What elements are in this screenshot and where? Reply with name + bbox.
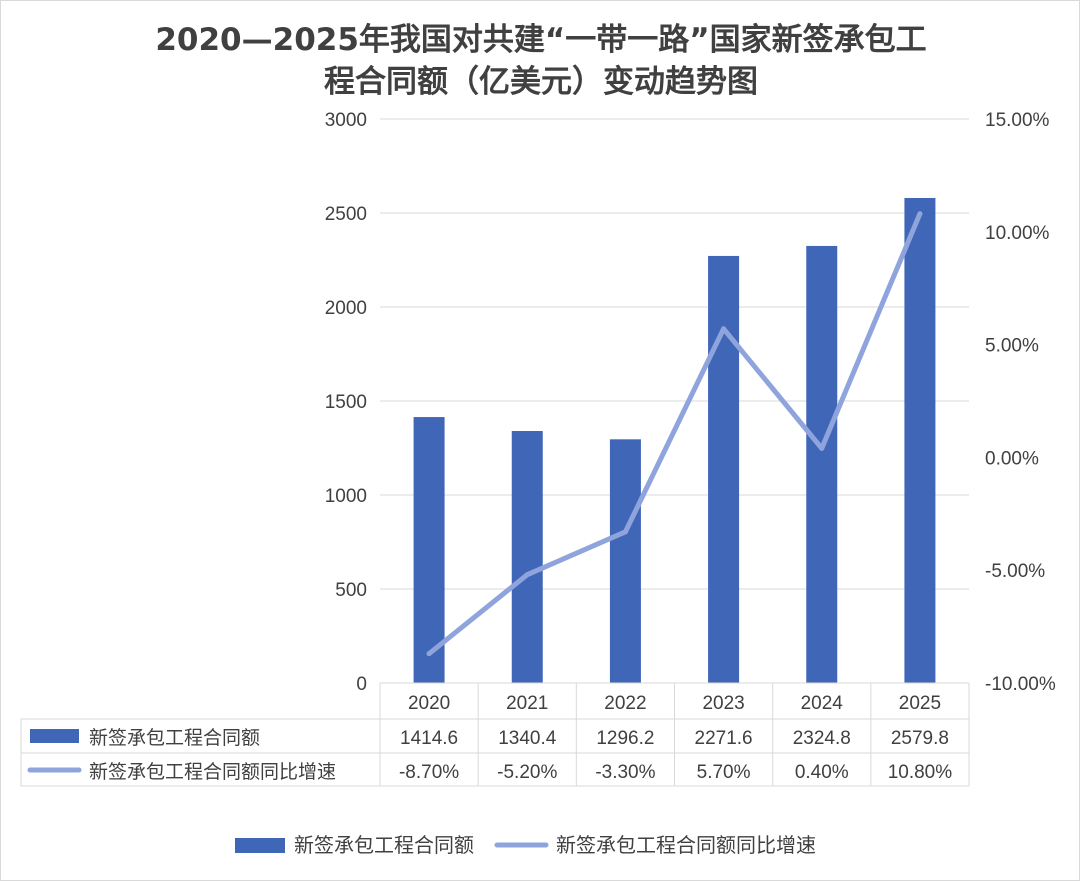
x-tick-label: 2024 (801, 693, 844, 714)
data-label: 10.80% (888, 762, 953, 783)
chart-title: 2020—2025年我国对共建“一带一路”国家新签承包工 程合同额（亿美元）变动… (61, 19, 1021, 103)
table-row-label: 新签承包工程合同额 (89, 727, 260, 749)
x-tick-label: 2020 (408, 693, 450, 714)
bar (806, 245, 838, 683)
table-row-label: 新签承包工程合同额同比增速 (89, 761, 336, 783)
data-label: 2324.8 (793, 728, 851, 749)
y-right-tick-label: 0.00% (985, 448, 1039, 469)
line-point (622, 529, 628, 535)
chart-title-line-1: 2020—2025年我国对共建“一带一路”国家新签承包工 (155, 22, 927, 58)
data-label: 5.70% (697, 762, 751, 783)
data-label: -3.30% (595, 762, 655, 783)
y-left-tick-label: 2000 (325, 298, 367, 319)
y-left-tick-label: 1000 (325, 486, 367, 507)
x-tick-label: 2025 (899, 693, 941, 714)
y-right-tick-label: 5.00% (985, 336, 1039, 357)
y-left-tick-label: 3000 (325, 110, 367, 131)
y-right-tick-label: -10.00% (985, 674, 1056, 695)
line-point (721, 326, 727, 332)
data-label: -8.70% (399, 762, 459, 783)
y-right-tick-label: 10.00% (985, 223, 1050, 244)
data-label: 0.40% (795, 762, 849, 783)
line-series (426, 211, 923, 657)
chart-title-line-2: 程合同额（亿美元）变动趋势图 (324, 64, 758, 100)
legend-label: 新签承包工程合同额同比增速 (556, 834, 816, 857)
data-label: 1414.6 (400, 728, 458, 749)
bar (609, 439, 641, 683)
bar (708, 255, 740, 683)
y-right-tick-label: 15.00% (985, 110, 1050, 131)
data-label: 1296.2 (596, 728, 654, 749)
x-tick-label: 2021 (506, 693, 548, 714)
bar (413, 417, 445, 683)
y-left-tick-label: 0 (356, 674, 367, 695)
y-left-tick-label: 500 (335, 580, 367, 601)
line-point (819, 445, 825, 451)
data-label: -5.20% (497, 762, 557, 783)
y-right-tick-label: -5.00% (985, 561, 1045, 582)
x-tick-label: 2022 (604, 693, 646, 714)
line-point (426, 651, 432, 657)
data-label: 2271.6 (695, 728, 753, 749)
line-point (917, 211, 923, 217)
x-tick-label: 2023 (702, 693, 744, 714)
legend-key-bar (235, 838, 285, 853)
bar (511, 431, 543, 683)
y-left-tick-label: 1500 (325, 392, 367, 413)
line-point (524, 572, 530, 578)
bar (904, 197, 936, 683)
data-label: 1340.4 (498, 728, 557, 749)
data-label: 2579.8 (891, 728, 949, 749)
legend-label: 新签承包工程合同额 (294, 834, 474, 857)
y-left-tick-label: 2500 (325, 204, 367, 225)
table-legend-key-bar (30, 729, 79, 743)
